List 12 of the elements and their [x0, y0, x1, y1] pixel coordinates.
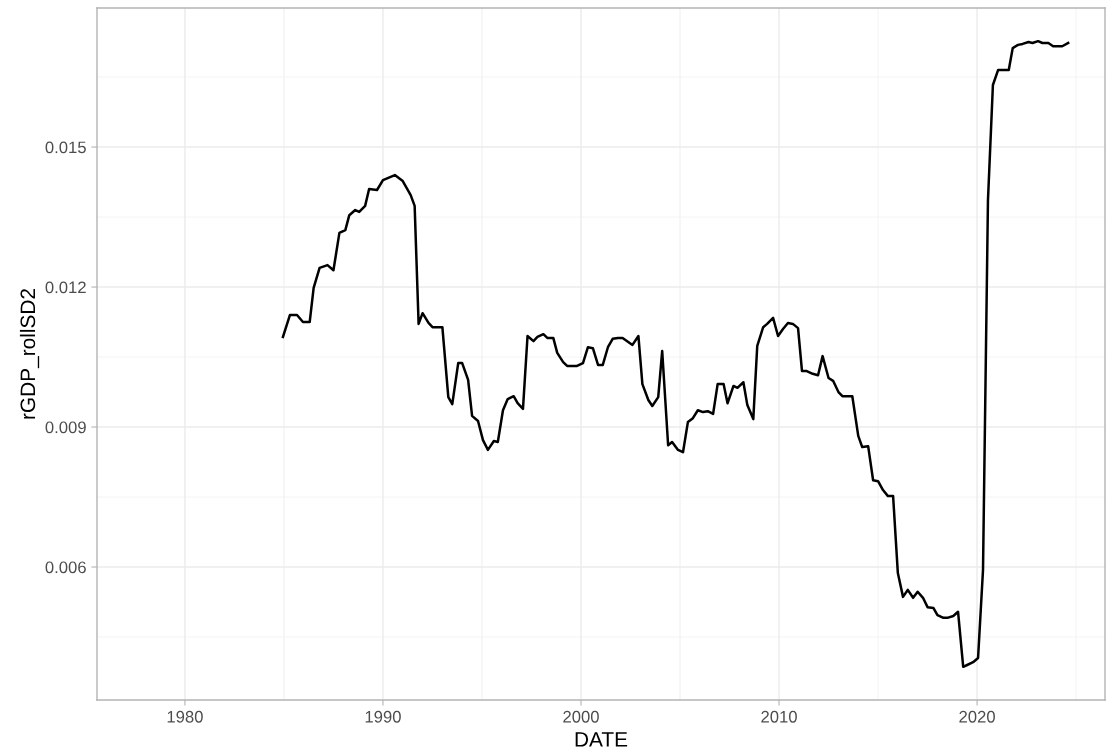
x-tick-label: 1980	[167, 710, 203, 723]
y-tick-label: 0.012	[45, 281, 86, 294]
y-axis-title: rGDP_rollSD2	[19, 289, 40, 419]
line-series	[281, 39, 1070, 669]
y-tick-label: 0.006	[45, 561, 86, 574]
x-tick-label: 1990	[365, 710, 401, 723]
x-tick-label: 2020	[959, 710, 995, 723]
x-axis-title: DATE	[575, 732, 628, 747]
x-tick-label: 2010	[761, 710, 797, 723]
x-tick-label: 2000	[563, 710, 599, 723]
y-tick-label: 0.009	[45, 421, 86, 434]
y-tick-label: 0.015	[45, 141, 86, 154]
